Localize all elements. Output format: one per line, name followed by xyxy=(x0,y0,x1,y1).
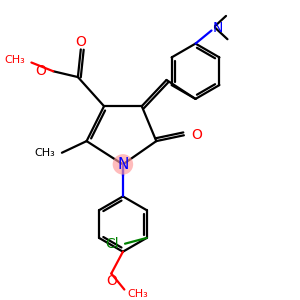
Text: N: N xyxy=(213,21,223,34)
Text: N: N xyxy=(117,157,129,172)
Text: O: O xyxy=(191,128,202,142)
Text: O: O xyxy=(106,274,117,288)
Text: O: O xyxy=(75,35,86,49)
Text: Cl: Cl xyxy=(106,237,119,251)
Text: CH₃: CH₃ xyxy=(127,289,148,299)
Text: CH₃: CH₃ xyxy=(5,55,26,64)
Text: O: O xyxy=(35,64,46,78)
Text: CH₃: CH₃ xyxy=(34,148,55,158)
